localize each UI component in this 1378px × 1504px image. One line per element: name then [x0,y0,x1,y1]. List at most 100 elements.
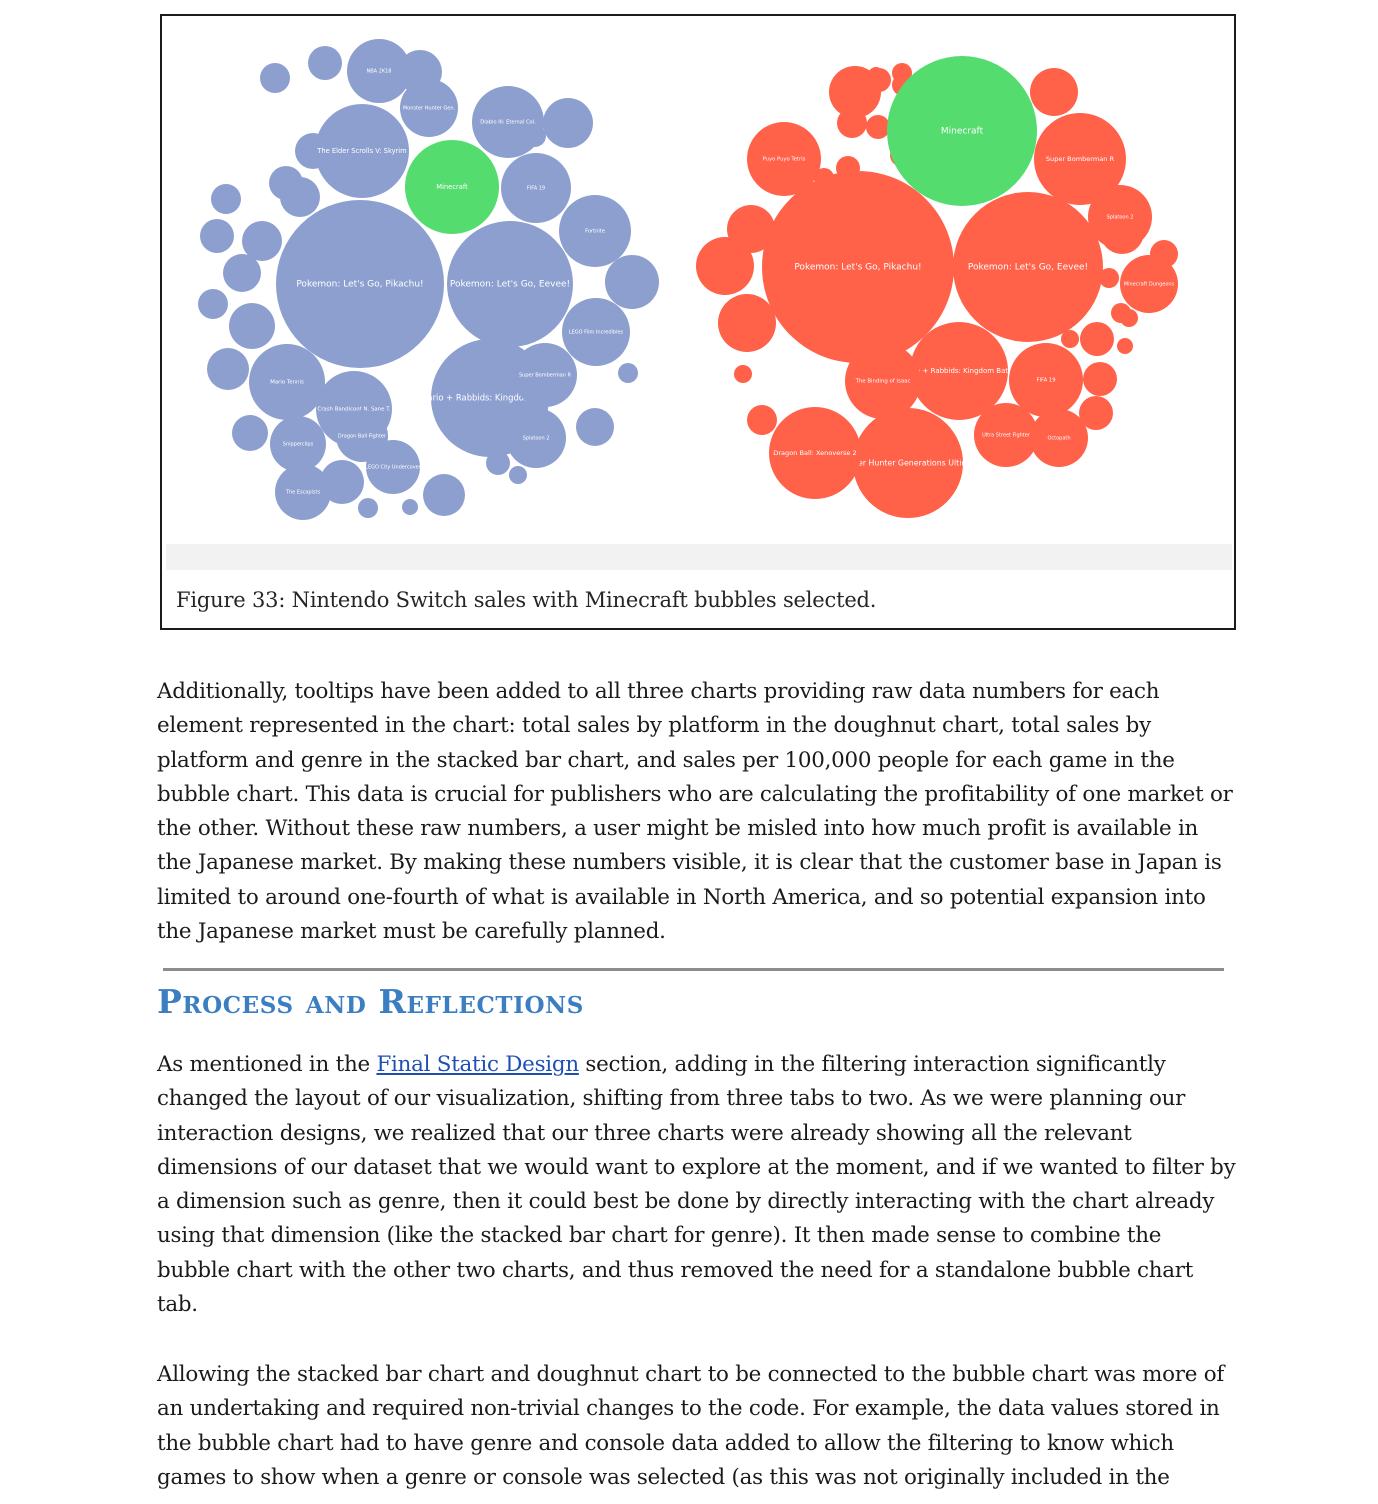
left-bubble[interactable]: Splatoon 2 [506,408,566,468]
right-bubble-circle[interactable] [1120,255,1178,313]
left-bubble-circle[interactable] [270,416,326,472]
left-filler-bubble[interactable] [232,415,268,451]
left-filler-bubble[interactable] [223,254,261,292]
left-bubble-circle[interactable] [506,408,566,468]
left-bubble-circle[interactable] [513,343,577,407]
right-filler-bubble[interactable] [1083,362,1117,396]
right-bubble-circle[interactable] [845,343,921,419]
left-bubble-circle[interactable] [276,200,444,368]
right-bubble-circle[interactable] [769,407,861,499]
right-filler-bubble[interactable] [868,67,884,83]
left-bubble-circle[interactable] [562,298,630,366]
right-filler-bubble[interactable] [734,365,752,383]
right-bubble[interactable]: Pokemon: Let's Go, Pikachu! [762,171,954,363]
left-filler-bubble[interactable] [211,184,241,214]
left-bubble-circle[interactable] [275,464,331,520]
right-bubble-circle[interactable] [853,408,963,518]
right-bubble[interactable]: Octopath [1030,409,1088,467]
right-bubble[interactable]: Monster Hunter Generations Ultimate [834,408,982,518]
right-filler-bubble[interactable] [1079,396,1113,430]
left-filler-bubble[interactable] [260,63,290,93]
left-filler-bubble[interactable] [605,255,659,309]
left-filler-bubble[interactable] [423,474,465,516]
right-bubble-circle[interactable] [762,171,954,363]
left-bubble[interactable]: Pokemon: Let's Go, Pikachu! [276,200,444,368]
right-bubble[interactable]: FIFA 19 [1009,343,1083,417]
right-bubble[interactable]: Mario + Rabbids: Kingdom Battle [901,322,1017,420]
right-filler-bubble[interactable] [1061,330,1079,348]
right-bubble-circle[interactable] [1030,409,1088,467]
left-bubble[interactable]: Pokemon: Let's Go, Eevee! [447,221,573,347]
right-bubble-circle[interactable] [887,56,1037,206]
right-bubble-circle[interactable] [910,322,1008,420]
right-filler-bubble[interactable] [892,63,912,83]
left-filler-bubble[interactable] [200,219,234,253]
right-bubble-circle[interactable] [1034,113,1126,205]
right-filler-bubble[interactable] [696,237,754,295]
left-bubble[interactable]: LEGO City Undercover [365,440,422,494]
figure-caption: Figure 33: Nintendo Switch sales with Mi… [176,588,877,612]
left-filler-bubble[interactable] [576,408,614,446]
right-bubble[interactable]: Ultra Street Fighter [974,403,1038,467]
right-bubble-circle[interactable] [1009,343,1083,417]
left-filler-bubble[interactable] [320,460,364,504]
left-bubble-circle[interactable] [559,195,631,267]
right-filler-bubble[interactable] [837,108,867,138]
right-bubble-circle[interactable] [953,192,1103,342]
right-filler-bubble[interactable] [866,115,890,139]
right-filler-bubble[interactable] [1120,309,1138,327]
right-bubble[interactable]: The Binding of Isaac [845,343,921,419]
right-bubble-circle[interactable] [1088,185,1152,249]
right-filler-bubble[interactable] [1080,322,1114,356]
left-bubble[interactable]: Mario Tennis [249,344,325,420]
left-filler-bubble[interactable] [358,498,378,518]
left-bubble-circle[interactable] [400,79,458,137]
left-filler-bubble[interactable] [242,221,282,261]
left-filler-bubble[interactable] [280,177,320,217]
left-bubble[interactable]: NBA 2K18 [347,39,411,103]
left-filler-bubble[interactable] [486,451,510,475]
right-filler-bubble[interactable] [1117,338,1133,354]
right-bubble-circle[interactable] [747,122,821,196]
left-bubble[interactable]: Fortnite [559,195,631,267]
left-bubble[interactable]: Monster Hunter Gen. [400,79,458,137]
left-bubble-circle[interactable] [501,153,571,223]
left-filler-bubble[interactable] [308,46,342,80]
left-bubble[interactable]: The Escapists [275,464,331,520]
right-filler-bubble[interactable] [718,294,776,352]
right-bubble[interactable]: Puyo Puyo Tetris [747,122,821,196]
right-bubble[interactable]: Minecraft [887,56,1037,206]
left-bubble[interactable]: Minecraft [405,140,499,234]
right-bubble[interactable]: Minecraft Dungeons [1120,255,1178,313]
left-bubble[interactable]: Diablo III: Eternal Col. [472,86,544,158]
left-bubble-circle[interactable] [249,344,325,420]
left-bubble-circle[interactable] [347,39,411,103]
left-bubble-circle[interactable] [405,140,499,234]
paragraph-tooltips: Additionally, tooltips have been added t… [157,679,1233,945]
right-bubble[interactable]: Pokemon: Let's Go, Eevee! [953,192,1103,342]
left-bubble[interactable]: FIFA 19 [501,153,571,223]
left-bubble-circle[interactable] [472,86,544,158]
left-filler-bubble[interactable] [509,466,527,484]
final-static-design-link[interactable]: Final Static Design [376,1052,579,1077]
left-bubble[interactable]: Snipperclips [270,416,326,472]
left-bubble-circle[interactable] [315,104,409,198]
right-bubble[interactable]: Dragon Ball: Xenoverse 2 [769,407,861,499]
left-bubble-circle[interactable] [366,440,420,494]
left-bubble-circle[interactable] [447,221,573,347]
left-filler-bubble[interactable] [618,363,638,383]
right-bubble[interactable]: Super Bomberman R [1034,113,1126,205]
left-filler-bubble[interactable] [543,98,593,148]
right-bubble-circle[interactable] [974,403,1038,467]
left-bubble[interactable]: Super Bomberman R [513,343,577,407]
left-filler-bubble[interactable] [402,499,418,515]
left-filler-bubble[interactable] [198,289,228,319]
right-filler-bubble[interactable] [747,405,777,435]
right-filler-bubble[interactable] [1099,268,1119,288]
right-bubble[interactable]: Splatoon 2 [1088,185,1152,249]
left-filler-bubble[interactable] [207,348,249,390]
left-filler-bubble[interactable] [229,303,275,349]
left-bubble[interactable]: The Elder Scrolls V: Skyrim [315,104,409,198]
right-filler-bubble[interactable] [1030,68,1078,116]
left-bubble[interactable]: LEGO Film Incredibles [562,298,630,366]
